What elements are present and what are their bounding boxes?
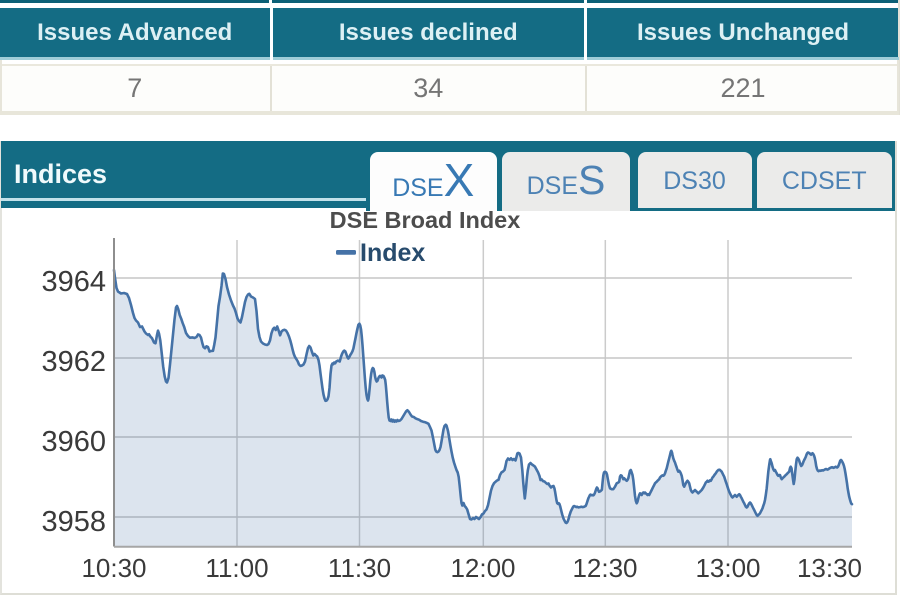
svg-text:Index: Index xyxy=(360,239,425,267)
svg-text:13:00: 13:00 xyxy=(695,553,760,583)
svg-text:3958: 3958 xyxy=(41,506,106,538)
svg-text:3964: 3964 xyxy=(41,266,106,298)
svg-text:10:30: 10:30 xyxy=(81,553,146,583)
svg-text:13:30: 13:30 xyxy=(797,553,862,583)
svg-text:11:00: 11:00 xyxy=(205,553,268,583)
svg-text:12:30: 12:30 xyxy=(572,553,637,583)
svg-text:DSE Broad Index: DSE Broad Index xyxy=(330,207,521,233)
svg-text:3962: 3962 xyxy=(41,346,106,378)
svg-text:12:00: 12:00 xyxy=(450,553,515,583)
svg-text:3960: 3960 xyxy=(41,426,106,458)
svg-text:11:30: 11:30 xyxy=(328,553,391,583)
